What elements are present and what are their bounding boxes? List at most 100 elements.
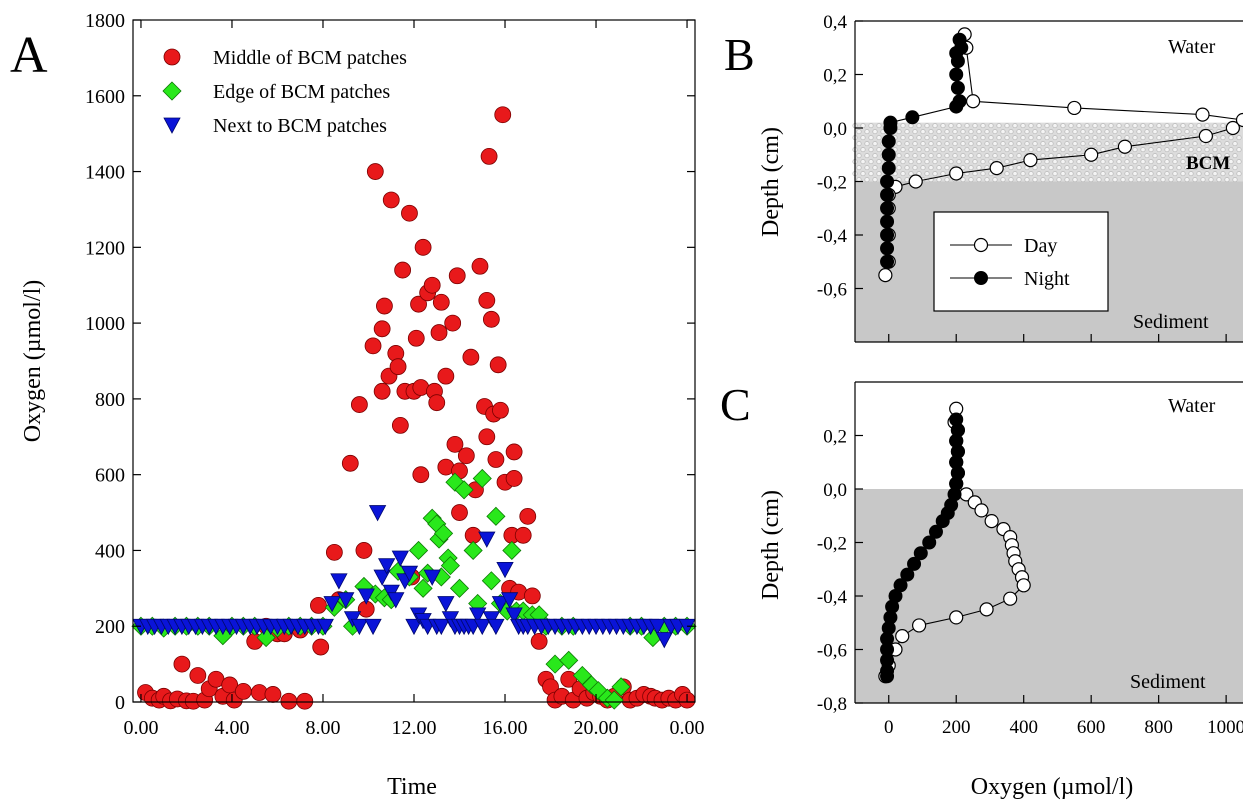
- b-bcm-dot: [1001, 153, 1005, 157]
- a-xtick-label-5: 20.00: [574, 717, 619, 739]
- b-bcm-dot: [1069, 123, 1073, 127]
- b-bcm-dot: [1033, 177, 1037, 181]
- b-bcm-dot: [1177, 153, 1181, 157]
- b-bcm-dot: [1017, 153, 1021, 157]
- a-series0-point-89: [520, 508, 536, 524]
- b-bcm-dot: [1097, 129, 1101, 133]
- b-bcm-dot: [1077, 135, 1081, 139]
- panel-label-a: A: [10, 27, 48, 84]
- b-legend-box: [934, 212, 1108, 311]
- b-bcm-dot: [957, 159, 961, 163]
- a-ytick-label-0: 0: [115, 692, 125, 714]
- a-series1-point-42: [482, 572, 500, 590]
- b-bcm-dot: [989, 135, 993, 139]
- b-bcm-dot: [1037, 147, 1041, 151]
- b-series1-point-5: [951, 81, 964, 94]
- b-bcm-dot: [1213, 135, 1217, 139]
- b-bcm-dot: [993, 153, 997, 157]
- b-bcm-dot: [861, 171, 865, 175]
- b-bcm-dot: [865, 141, 869, 145]
- b-bcm-dot: [1045, 123, 1049, 127]
- b-bcm-dot: [1101, 135, 1105, 139]
- b-bcm-dot: [1149, 135, 1153, 139]
- b-bcm-dot: [1125, 159, 1129, 163]
- a-xtick-label-3: 12.00: [392, 717, 437, 739]
- b-bcm-dot: [1165, 171, 1169, 175]
- b-bcm-dot: [865, 165, 869, 169]
- b-bcm-dot: [1205, 147, 1209, 151]
- a-xtick-label-1: 4.00: [214, 717, 249, 739]
- b-bcm-dot: [1069, 147, 1073, 151]
- b-bcm-dot: [857, 141, 861, 145]
- b-bcm-dot: [909, 135, 913, 139]
- b-bcm-dot: [1005, 147, 1009, 151]
- b-bcm-dot: [873, 141, 877, 145]
- b-bcm-dot: [869, 123, 873, 127]
- c-ytick-label-4: -0,6: [817, 641, 847, 662]
- a-series2-point-29: [331, 574, 347, 589]
- b-bcm-dot: [937, 177, 941, 181]
- b-bcm-dot: [1141, 171, 1145, 175]
- b-bcm-dot: [1161, 165, 1165, 169]
- a-series0-point-31: [351, 397, 367, 413]
- b-bcm-dot: [949, 159, 953, 163]
- b-bcm-dot: [1157, 171, 1161, 175]
- b-bcm-dot: [1201, 177, 1205, 181]
- b-bcm-dot: [1089, 141, 1093, 145]
- b-bcm-dot: [953, 141, 957, 145]
- b-bcm-dot: [1081, 165, 1085, 169]
- b-bcm-dot: [1069, 135, 1073, 139]
- a-series0-point-71: [472, 258, 488, 274]
- a-legend-label-2: Next to BCM patches: [213, 115, 387, 137]
- b-legend-label-0: Day: [1024, 235, 1057, 257]
- b-bcm-dot: [917, 159, 921, 163]
- b-bcm-dot: [1145, 153, 1149, 157]
- b-bcm-dot: [1073, 141, 1077, 145]
- b-bcm-dot: [1185, 129, 1189, 133]
- b-bcm-dot: [917, 135, 921, 139]
- b-bcm-dot: [1097, 165, 1101, 169]
- b-bcm-dot: [1233, 165, 1237, 169]
- c-xtick-label-1: 200: [942, 717, 971, 738]
- b-bcm-dot: [1053, 123, 1057, 127]
- b-bcm-dot: [1153, 153, 1157, 157]
- b-bcm-dot: [1153, 165, 1157, 169]
- a-series0-point-75: [481, 148, 497, 164]
- b-bcm-dot: [905, 129, 909, 133]
- b-bcm-dot: [977, 129, 981, 133]
- b-bcm-dot: [965, 135, 969, 139]
- a-series0-point-58: [431, 325, 447, 341]
- panel-b: B 0,40,20,0-0,2-0,4-0,6 Depth (cm) Water…: [724, 12, 1243, 342]
- b-bcm-dot: [1101, 159, 1105, 163]
- a-series1-point-54: [560, 651, 578, 669]
- b-bcm-dot: [1041, 165, 1045, 169]
- b-bcm-dot: [969, 165, 973, 169]
- a-xtick-label-2: 8.00: [305, 717, 340, 739]
- b-bcm-dot: [1009, 129, 1013, 133]
- b-bcm-dot: [1173, 135, 1177, 139]
- panel-c: C 0,20,0-0,2-0,4-0,6-0,8 0 200 400 600 800 10…: [720, 379, 1243, 800]
- b-bcm-dot: [1125, 135, 1129, 139]
- b-bcm-dot: [1133, 171, 1137, 175]
- a-series0-point-46: [401, 205, 417, 221]
- c-ytick-label-2: -0,2: [817, 534, 847, 555]
- b-bcm-dot: [969, 129, 973, 133]
- b-bcm-dot: [857, 153, 861, 157]
- panel-a: A 0 200 400 600 800 1000 1200 1400 1600 1800 0.00…: [10, 10, 705, 800]
- a-series0-point-79: [490, 357, 506, 373]
- b-bcm-dot: [1181, 171, 1185, 175]
- b-series0-point-2: [967, 95, 980, 108]
- c-series0-point-11: [985, 515, 998, 528]
- a-series0-point-61: [438, 368, 454, 384]
- b-bcm-dot: [857, 165, 861, 169]
- b-bcm-dot: [1021, 135, 1025, 139]
- b-series1-point-15: [881, 188, 894, 201]
- b-bcm-dot: [1097, 177, 1101, 181]
- b-bcm-dot: [1169, 141, 1173, 145]
- b-series0-point-13: [909, 175, 922, 188]
- b-series1-point-7: [950, 100, 963, 113]
- a-series2-point-63: [497, 562, 513, 577]
- b-bcm-dot: [1181, 123, 1185, 127]
- b-bcm-dot: [1073, 177, 1077, 181]
- b-bcm-dot: [1193, 141, 1197, 145]
